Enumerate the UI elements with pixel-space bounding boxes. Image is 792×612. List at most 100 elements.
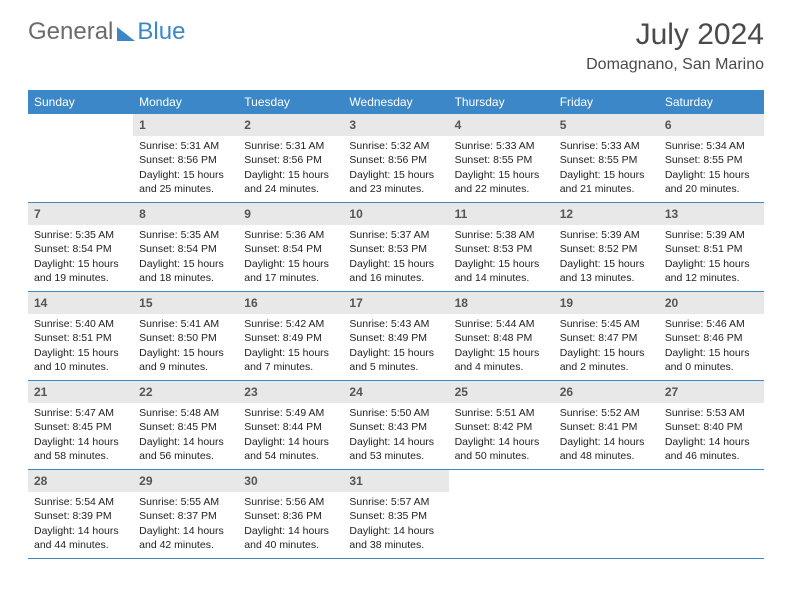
location-label: Domagnano, San Marino: [586, 56, 764, 74]
day-header-row: SundayMondayTuesdayWednesdayThursdayFrid…: [28, 90, 764, 114]
daylight-text: and 14 minutes.: [455, 271, 548, 285]
cell-body: Sunrise: 5:39 AMSunset: 8:51 PMDaylight:…: [659, 225, 764, 285]
sunrise-text: Sunrise: 5:38 AM: [455, 228, 548, 242]
sunset-text: Sunset: 8:55 PM: [455, 153, 548, 167]
calendar-cell: 15Sunrise: 5:41 AMSunset: 8:50 PMDayligh…: [133, 292, 238, 380]
sunset-text: Sunset: 8:56 PM: [139, 153, 232, 167]
cell-body: Sunrise: 5:56 AMSunset: 8:36 PMDaylight:…: [238, 492, 343, 552]
daylight-text: and 16 minutes.: [349, 271, 442, 285]
cell-body: Sunrise: 5:52 AMSunset: 8:41 PMDaylight:…: [554, 403, 659, 463]
day-header-thursday: Thursday: [449, 90, 554, 114]
daylight-text: and 4 minutes.: [455, 360, 548, 374]
daylight-text: Daylight: 15 hours: [139, 257, 232, 271]
daylight-text: Daylight: 15 hours: [349, 346, 442, 360]
daylight-text: Daylight: 15 hours: [139, 346, 232, 360]
daylight-text: Daylight: 15 hours: [34, 346, 127, 360]
day-number: 21: [28, 381, 133, 403]
day-number: 4: [449, 114, 554, 136]
daylight-text: Daylight: 15 hours: [455, 257, 548, 271]
cell-body: Sunrise: 5:36 AMSunset: 8:54 PMDaylight:…: [238, 225, 343, 285]
day-number: 27: [659, 381, 764, 403]
sunset-text: Sunset: 8:54 PM: [244, 242, 337, 256]
sunset-text: Sunset: 8:40 PM: [665, 420, 758, 434]
sunset-text: Sunset: 8:36 PM: [244, 509, 337, 523]
daylight-text: and 10 minutes.: [34, 360, 127, 374]
sunset-text: Sunset: 8:55 PM: [665, 153, 758, 167]
daylight-text: and 21 minutes.: [560, 182, 653, 196]
daylight-text: Daylight: 15 hours: [665, 346, 758, 360]
calendar-cell: 9Sunrise: 5:36 AMSunset: 8:54 PMDaylight…: [238, 203, 343, 291]
sunrise-text: Sunrise: 5:39 AM: [665, 228, 758, 242]
sunrise-text: Sunrise: 5:43 AM: [349, 317, 442, 331]
cell-body: Sunrise: 5:33 AMSunset: 8:55 PMDaylight:…: [554, 136, 659, 196]
sunrise-text: Sunrise: 5:46 AM: [665, 317, 758, 331]
sunset-text: Sunset: 8:45 PM: [34, 420, 127, 434]
sunrise-text: Sunrise: 5:57 AM: [349, 495, 442, 509]
calendar-cell: 5Sunrise: 5:33 AMSunset: 8:55 PMDaylight…: [554, 114, 659, 202]
daylight-text: and 46 minutes.: [665, 449, 758, 463]
cell-body: Sunrise: 5:57 AMSunset: 8:35 PMDaylight:…: [343, 492, 448, 552]
daylight-text: and 22 minutes.: [455, 182, 548, 196]
daylight-text: and 44 minutes.: [34, 538, 127, 552]
daylight-text: and 24 minutes.: [244, 182, 337, 196]
day-number: 30: [238, 470, 343, 492]
day-number: 11: [449, 203, 554, 225]
daylight-text: and 58 minutes.: [34, 449, 127, 463]
sunrise-text: Sunrise: 5:33 AM: [560, 139, 653, 153]
day-number: 9: [238, 203, 343, 225]
sunrise-text: Sunrise: 5:39 AM: [560, 228, 653, 242]
sunrise-text: Sunrise: 5:45 AM: [560, 317, 653, 331]
day-number: 19: [554, 292, 659, 314]
day-number: 15: [133, 292, 238, 314]
calendar-cell: 6Sunrise: 5:34 AMSunset: 8:55 PMDaylight…: [659, 114, 764, 202]
sunrise-text: Sunrise: 5:31 AM: [244, 139, 337, 153]
day-number: 5: [554, 114, 659, 136]
daylight-text: and 9 minutes.: [139, 360, 232, 374]
sunrise-text: Sunrise: 5:33 AM: [455, 139, 548, 153]
cell-body: Sunrise: 5:40 AMSunset: 8:51 PMDaylight:…: [28, 314, 133, 374]
sunset-text: Sunset: 8:49 PM: [244, 331, 337, 345]
daylight-text: and 5 minutes.: [349, 360, 442, 374]
daylight-text: and 23 minutes.: [349, 182, 442, 196]
sunset-text: Sunset: 8:53 PM: [349, 242, 442, 256]
cell-body: Sunrise: 5:35 AMSunset: 8:54 PMDaylight:…: [133, 225, 238, 285]
day-number: 3: [343, 114, 448, 136]
cell-body: Sunrise: 5:46 AMSunset: 8:46 PMDaylight:…: [659, 314, 764, 374]
sunrise-text: Sunrise: 5:49 AM: [244, 406, 337, 420]
sunset-text: Sunset: 8:41 PM: [560, 420, 653, 434]
sunrise-text: Sunrise: 5:54 AM: [34, 495, 127, 509]
sunset-text: Sunset: 8:53 PM: [455, 242, 548, 256]
daylight-text: and 48 minutes.: [560, 449, 653, 463]
daylight-text: Daylight: 15 hours: [34, 257, 127, 271]
daylight-text: and 2 minutes.: [560, 360, 653, 374]
sunset-text: Sunset: 8:52 PM: [560, 242, 653, 256]
daylight-text: Daylight: 15 hours: [665, 257, 758, 271]
daylight-text: Daylight: 14 hours: [560, 435, 653, 449]
sunset-text: Sunset: 8:54 PM: [139, 242, 232, 256]
day-number: 13: [659, 203, 764, 225]
calendar-cell: 13Sunrise: 5:39 AMSunset: 8:51 PMDayligh…: [659, 203, 764, 291]
sunset-text: Sunset: 8:56 PM: [349, 153, 442, 167]
cell-body: Sunrise: 5:32 AMSunset: 8:56 PMDaylight:…: [343, 136, 448, 196]
daylight-text: and 0 minutes.: [665, 360, 758, 374]
sunset-text: Sunset: 8:51 PM: [665, 242, 758, 256]
daylight-text: Daylight: 15 hours: [244, 168, 337, 182]
daylight-text: Daylight: 15 hours: [349, 168, 442, 182]
day-number: 17: [343, 292, 448, 314]
daylight-text: Daylight: 15 hours: [455, 346, 548, 360]
day-number: 23: [238, 381, 343, 403]
week-row: 28Sunrise: 5:54 AMSunset: 8:39 PMDayligh…: [28, 470, 764, 559]
calendar-cell: 22Sunrise: 5:48 AMSunset: 8:45 PMDayligh…: [133, 381, 238, 469]
sunrise-text: Sunrise: 5:44 AM: [455, 317, 548, 331]
daylight-text: Daylight: 15 hours: [560, 346, 653, 360]
calendar-cell: 21Sunrise: 5:47 AMSunset: 8:45 PMDayligh…: [28, 381, 133, 469]
day-number: 2: [238, 114, 343, 136]
cell-body: Sunrise: 5:50 AMSunset: 8:43 PMDaylight:…: [343, 403, 448, 463]
sunset-text: Sunset: 8:44 PM: [244, 420, 337, 434]
sunset-text: Sunset: 8:54 PM: [34, 242, 127, 256]
calendar-cell: 28Sunrise: 5:54 AMSunset: 8:39 PMDayligh…: [28, 470, 133, 558]
daylight-text: and 50 minutes.: [455, 449, 548, 463]
sunset-text: Sunset: 8:43 PM: [349, 420, 442, 434]
daylight-text: Daylight: 15 hours: [560, 257, 653, 271]
day-number: 22: [133, 381, 238, 403]
